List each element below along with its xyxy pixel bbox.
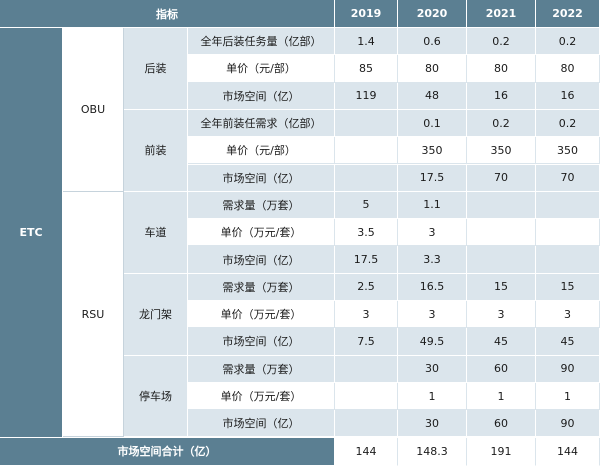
header-year-2020: 2020	[398, 0, 467, 28]
value-cell-2022	[536, 246, 600, 274]
row-label: 单价（万元/套）	[188, 219, 335, 247]
value-cell-2021: 0.2	[467, 28, 536, 56]
value-cell-2020: 0.6	[398, 28, 467, 56]
total-value-2019: 144	[335, 437, 398, 466]
value-cell-2020: 30	[398, 410, 467, 438]
value-cell-2020: 30	[398, 355, 467, 383]
row-label: 单价（万元/套）	[188, 382, 335, 411]
value-cell-2022: 16	[536, 82, 600, 110]
total-value-2021: 191	[467, 437, 536, 466]
value-cell-2019	[335, 137, 398, 165]
value-cell-2021: 80	[467, 55, 536, 83]
subgroup-label: 车道	[124, 191, 188, 274]
value-cell-2020: 3	[398, 301, 467, 329]
subgroup-label: 龙门架	[124, 273, 188, 356]
value-cell-2021: 15	[467, 273, 536, 301]
row-label: 市场空间（亿）	[188, 246, 335, 274]
value-cell-2021	[467, 219, 536, 247]
value-cell-2019: 2.5	[335, 273, 398, 301]
value-cell-2020: 17.5	[398, 164, 467, 192]
value-cell-2021: 0.2	[467, 109, 536, 138]
value-cell-2019	[335, 382, 398, 411]
row-label: 全年前装任需求（亿部）	[188, 109, 335, 138]
group-label-rsu: RSU	[63, 191, 124, 438]
subgroup-label: 停车场	[124, 355, 188, 438]
header-indicator: 指标	[0, 0, 335, 28]
value-cell-2022: 0.2	[536, 109, 600, 138]
value-cell-2022: 70	[536, 164, 600, 192]
value-cell-2022: 3	[536, 301, 600, 329]
value-cell-2021: 16	[467, 82, 536, 110]
value-cell-2022: 45	[536, 328, 600, 356]
etc-label: ETC	[0, 28, 63, 438]
value-cell-2020: 0.1	[398, 109, 467, 138]
value-cell-2021: 1	[467, 382, 536, 411]
value-cell-2020: 49.5	[398, 328, 467, 356]
value-cell-2022	[536, 191, 600, 220]
value-cell-2021	[467, 246, 536, 274]
group-label-obu: OBU	[63, 28, 124, 192]
header-year-2019: 2019	[335, 0, 398, 28]
value-cell-2022: 350	[536, 137, 600, 165]
row-label: 市场空间（亿）	[188, 164, 335, 192]
value-cell-2020: 3	[398, 219, 467, 247]
value-cell-2022: 90	[536, 410, 600, 438]
value-cell-2019: 7.5	[335, 328, 398, 356]
row-label: 市场空间（亿）	[188, 328, 335, 356]
value-cell-2019	[335, 109, 398, 138]
value-cell-2022: 0.2	[536, 28, 600, 56]
subgroup-label: 前装	[124, 109, 188, 192]
row-label: 单价（元/部）	[188, 137, 335, 165]
value-cell-2019: 119	[335, 82, 398, 110]
value-cell-2019: 3	[335, 301, 398, 329]
value-cell-2021: 350	[467, 137, 536, 165]
value-cell-2020: 48	[398, 82, 467, 110]
value-cell-2021: 3	[467, 301, 536, 329]
value-cell-2019: 3.5	[335, 219, 398, 247]
value-cell-2022: 15	[536, 273, 600, 301]
value-cell-2019: 17.5	[335, 246, 398, 274]
header-year-2021: 2021	[467, 0, 536, 28]
value-cell-2020: 3.3	[398, 246, 467, 274]
row-label: 需求量（万套）	[188, 191, 335, 220]
value-cell-2021: 60	[467, 355, 536, 383]
value-cell-2022: 90	[536, 355, 600, 383]
value-cell-2019: 1.4	[335, 28, 398, 56]
value-cell-2020: 1.1	[398, 191, 467, 220]
value-cell-2022: 80	[536, 55, 600, 83]
header-year-2022: 2022	[536, 0, 600, 28]
row-label: 市场空间（亿）	[188, 82, 335, 110]
row-label: 需求量（万套）	[188, 273, 335, 301]
value-cell-2022: 1	[536, 382, 600, 411]
total-label: 市场空间合计（亿）	[0, 437, 335, 466]
row-label: 需求量（万套）	[188, 355, 335, 383]
value-cell-2019: 85	[335, 55, 398, 83]
value-cell-2020: 350	[398, 137, 467, 165]
value-cell-2019	[335, 410, 398, 438]
value-cell-2022	[536, 219, 600, 247]
row-label: 市场空间（亿）	[188, 410, 335, 438]
value-cell-2020: 80	[398, 55, 467, 83]
subgroup-label: 后装	[124, 28, 188, 110]
value-cell-2020: 1	[398, 382, 467, 411]
value-cell-2019	[335, 355, 398, 383]
row-label: 单价（万元/套）	[188, 301, 335, 329]
row-label: 全年后装任务量（亿部）	[188, 28, 335, 56]
row-label: 单价（元/部）	[188, 55, 335, 83]
value-cell-2021: 70	[467, 164, 536, 192]
total-value-2022: 144	[536, 437, 600, 466]
value-cell-2021: 60	[467, 410, 536, 438]
total-value-2020: 148.3	[398, 437, 467, 466]
value-cell-2021	[467, 191, 536, 220]
value-cell-2020: 16.5	[398, 273, 467, 301]
value-cell-2019	[335, 164, 398, 192]
value-cell-2021: 45	[467, 328, 536, 356]
value-cell-2019: 5	[335, 191, 398, 220]
